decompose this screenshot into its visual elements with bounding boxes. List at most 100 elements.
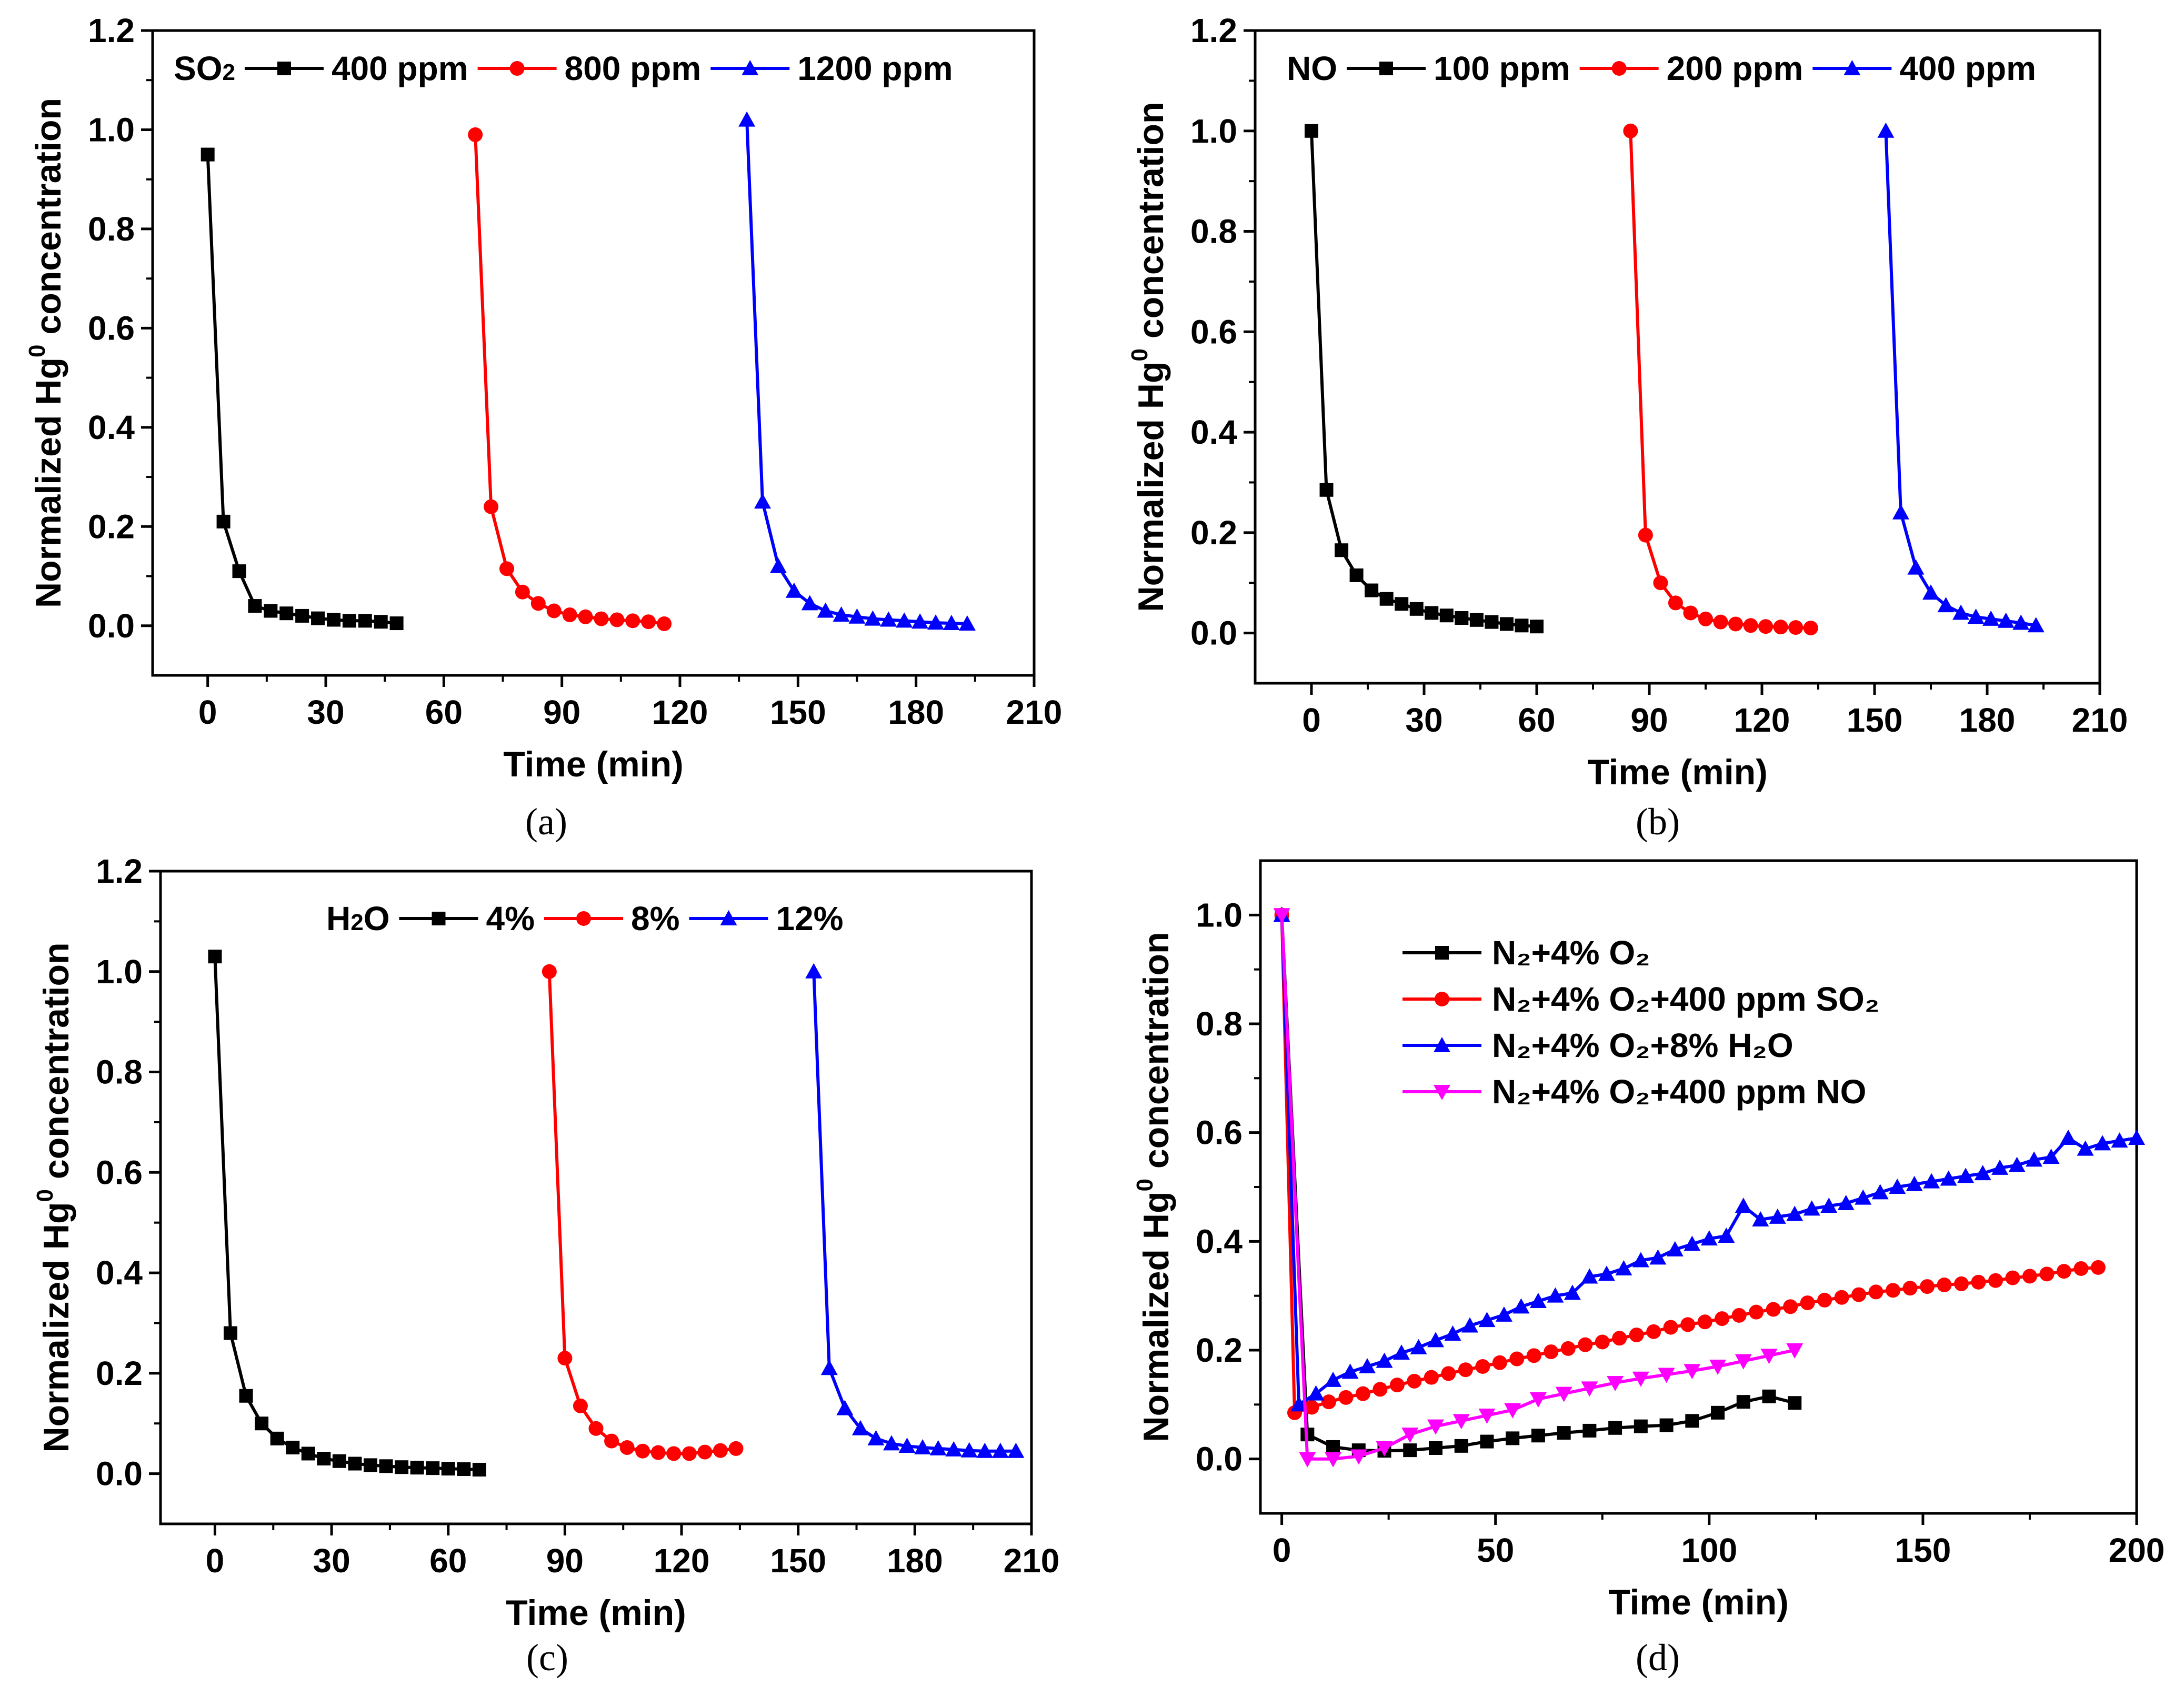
data-point: [1560, 1341, 1576, 1356]
data-point: [1971, 1274, 1986, 1290]
data-point: [1529, 1293, 1547, 1308]
data-point: [2039, 1266, 2055, 1282]
data-point: [1582, 1423, 1597, 1438]
data-point: [1504, 1403, 1521, 1419]
legend-label: 400 ppm: [1899, 49, 2036, 87]
data-point: [1773, 620, 1788, 635]
data-point: [1341, 1363, 1359, 1379]
y-tick-label: 1.0: [1196, 896, 1243, 934]
data-point: [208, 950, 222, 964]
data-point: [738, 111, 756, 127]
data-point: [666, 1446, 682, 1461]
data-point: [898, 1438, 916, 1453]
data-point: [1581, 1381, 1598, 1397]
data-point: [1685, 1414, 1699, 1428]
data-point: [379, 1459, 393, 1473]
data-point: [1634, 1419, 1648, 1433]
data-point: [594, 611, 609, 626]
data-point: [2005, 1270, 2020, 1285]
data-point: [1749, 1304, 1764, 1320]
data-point: [1851, 1287, 1867, 1302]
data-point: [264, 604, 278, 618]
x-tick-label: 120: [654, 1542, 710, 1580]
y-tick-label: 1.2: [88, 12, 135, 49]
data-point: [1612, 1331, 1627, 1346]
data-point: [1359, 1358, 1376, 1373]
x-tick-label: 200: [2109, 1531, 2165, 1569]
y-axis-title: Normalized Hg0 concentration: [1132, 932, 1176, 1442]
y-tick-label: 0.6: [1190, 313, 1237, 351]
y-tick-label: 0.2: [1190, 514, 1237, 552]
data-point: [1855, 1189, 1872, 1205]
data-point: [1762, 1389, 1776, 1403]
data-point: [1608, 1421, 1622, 1435]
y-axis-title-tail: concentration: [1131, 102, 1171, 348]
data-point: [395, 1460, 409, 1474]
data-point: [1668, 595, 1683, 611]
data-point: [604, 1433, 619, 1449]
data-point: [1629, 1328, 1644, 1343]
data-point: [1800, 1295, 1815, 1311]
plot-frame: [159, 870, 1033, 1525]
data-point: [2027, 617, 2045, 633]
data-point: [1564, 1284, 1581, 1300]
data-point: [1680, 1317, 1696, 1332]
x-tick-label: 150: [1847, 701, 1903, 739]
panel-caption: (b): [1636, 801, 1680, 843]
data-point: [1766, 1302, 1781, 1317]
data-point: [1379, 592, 1394, 606]
data-point: [848, 608, 866, 624]
x-tick-label: 90: [1630, 701, 1668, 739]
data-point: [1350, 1449, 1367, 1465]
data-point: [769, 557, 787, 573]
data-point: [1338, 1390, 1354, 1405]
data-point: [1509, 1351, 1525, 1366]
y-tick-label: 0.2: [88, 507, 135, 545]
legend-label: 800 ppm: [565, 49, 702, 87]
data-point: [1372, 1382, 1388, 1397]
data-point: [295, 608, 309, 623]
data-point: [864, 610, 881, 626]
data-point: [484, 499, 499, 514]
y-tick-label: 0.4: [96, 1254, 143, 1292]
data-point: [1718, 1228, 1735, 1243]
data-point: [2026, 1151, 2043, 1167]
data-point: [1376, 1441, 1393, 1456]
panel-caption: (a): [525, 801, 567, 843]
data-point: [785, 582, 803, 598]
data-point: [945, 1441, 963, 1456]
data-point: [1715, 1311, 1730, 1326]
data-point: [1595, 1334, 1610, 1350]
data-point: [573, 1398, 588, 1413]
x-tick-label: 210: [1006, 693, 1063, 731]
data-point: [682, 1446, 697, 1461]
series-line-0: [206, 154, 397, 625]
data-point: [1902, 1281, 1918, 1296]
data-point: [1871, 1184, 1889, 1200]
legend-title: NO: [1287, 49, 1337, 87]
data-point: [248, 599, 262, 613]
data-point: [1531, 1429, 1545, 1443]
data-point: [697, 1444, 713, 1460]
y-tick-label: 0.0: [1190, 614, 1237, 652]
data-point: [1469, 613, 1484, 627]
y-axis-title-sup: 0: [1132, 1179, 1158, 1191]
data-point: [441, 1462, 455, 1476]
legend-title-main: NO: [1287, 49, 1337, 87]
chart-panel-a: 0 30 60 90 120 150 180 210 0.0 0.2 0.4 0.6 0.8 1.0 1.2…: [24, 12, 1062, 843]
data-point: [1937, 597, 1955, 613]
data-point: [1997, 612, 2015, 628]
x-tick-label: 90: [543, 693, 580, 731]
y-axis-title-main: Normalized Hg: [1136, 1191, 1176, 1442]
x-tick-label: 120: [1734, 701, 1790, 739]
data-point: [635, 1443, 650, 1459]
data-point: [1395, 597, 1409, 611]
legend-label: 100 ppm: [1434, 49, 1570, 87]
data-point: [1305, 124, 1318, 138]
data-point: [836, 1400, 854, 1415]
data-point: [1439, 608, 1454, 623]
y-tick-label: 0.2: [96, 1354, 143, 1392]
legend: SO2 400 ppm 800 ppm 1200 ppm: [174, 49, 953, 87]
data-point: [317, 1452, 331, 1465]
